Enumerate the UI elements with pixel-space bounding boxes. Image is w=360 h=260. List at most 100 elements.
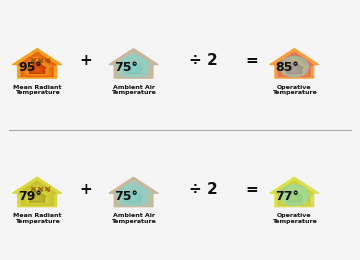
Circle shape	[280, 57, 309, 77]
Polygon shape	[270, 177, 319, 207]
Polygon shape	[35, 198, 39, 200]
Polygon shape	[33, 196, 41, 200]
Polygon shape	[27, 190, 48, 203]
Polygon shape	[291, 68, 298, 72]
Polygon shape	[285, 63, 303, 74]
Text: Mean Radiant
Temperature: Mean Radiant Temperature	[13, 213, 61, 224]
Text: =: =	[245, 182, 258, 197]
Polygon shape	[116, 184, 151, 205]
Polygon shape	[18, 53, 57, 77]
Polygon shape	[130, 196, 137, 200]
Polygon shape	[284, 61, 305, 74]
Polygon shape	[130, 68, 137, 72]
Polygon shape	[277, 184, 312, 205]
Text: 75°: 75°	[114, 190, 139, 203]
Polygon shape	[21, 185, 53, 204]
Text: 85°: 85°	[275, 61, 299, 74]
Polygon shape	[280, 187, 308, 204]
Polygon shape	[23, 58, 51, 75]
Polygon shape	[32, 195, 42, 201]
Polygon shape	[16, 180, 58, 206]
Polygon shape	[280, 58, 308, 75]
Text: Ambient Air
Temperature: Ambient Air Temperature	[111, 213, 156, 224]
Text: ÷ 2: ÷ 2	[189, 182, 217, 197]
Polygon shape	[127, 64, 140, 73]
Circle shape	[280, 185, 309, 206]
Polygon shape	[273, 180, 315, 206]
Polygon shape	[279, 185, 310, 204]
Text: ÷ 2: ÷ 2	[189, 53, 217, 68]
Polygon shape	[275, 182, 314, 205]
Polygon shape	[277, 55, 312, 76]
Polygon shape	[33, 68, 41, 72]
Polygon shape	[128, 66, 139, 73]
Polygon shape	[289, 195, 300, 201]
Polygon shape	[279, 57, 310, 76]
Polygon shape	[27, 61, 48, 74]
Polygon shape	[19, 184, 55, 205]
Text: 75°: 75°	[114, 61, 139, 74]
Polygon shape	[285, 192, 303, 202]
Polygon shape	[28, 63, 46, 74]
Polygon shape	[113, 52, 154, 77]
Polygon shape	[293, 69, 296, 72]
Circle shape	[120, 185, 148, 206]
Polygon shape	[132, 198, 135, 200]
Text: Ambient Air
Temperature: Ambient Air Temperature	[111, 84, 156, 95]
Polygon shape	[125, 63, 142, 74]
Polygon shape	[121, 60, 146, 75]
Polygon shape	[18, 182, 57, 205]
Polygon shape	[127, 193, 140, 202]
Polygon shape	[291, 196, 298, 200]
Polygon shape	[16, 52, 58, 77]
Polygon shape	[109, 177, 158, 207]
Polygon shape	[293, 198, 296, 200]
Polygon shape	[118, 185, 149, 204]
Polygon shape	[282, 60, 307, 75]
Polygon shape	[12, 48, 62, 78]
Polygon shape	[120, 187, 148, 204]
Polygon shape	[109, 48, 158, 78]
Polygon shape	[125, 192, 142, 202]
Polygon shape	[121, 188, 146, 203]
Polygon shape	[120, 58, 148, 75]
Polygon shape	[32, 66, 42, 73]
Polygon shape	[289, 66, 300, 73]
Polygon shape	[287, 193, 301, 202]
Polygon shape	[116, 55, 151, 76]
Polygon shape	[25, 60, 49, 75]
Polygon shape	[123, 61, 144, 74]
Circle shape	[120, 57, 148, 77]
Polygon shape	[114, 53, 153, 77]
Polygon shape	[123, 190, 144, 203]
Polygon shape	[35, 69, 39, 72]
Text: Mean Radiant
Temperature: Mean Radiant Temperature	[13, 84, 61, 95]
Text: 77°: 77°	[275, 190, 299, 203]
Text: Operative
Temperature: Operative Temperature	[272, 84, 317, 95]
Polygon shape	[114, 182, 153, 205]
Polygon shape	[30, 193, 44, 202]
Text: 95°: 95°	[18, 61, 42, 74]
Text: Operative
Temperature: Operative Temperature	[272, 213, 317, 224]
Polygon shape	[118, 57, 149, 76]
Polygon shape	[282, 188, 307, 203]
Polygon shape	[270, 48, 319, 78]
Polygon shape	[30, 64, 44, 73]
Polygon shape	[284, 190, 305, 203]
Polygon shape	[23, 187, 51, 204]
Polygon shape	[25, 188, 49, 203]
Text: 79°: 79°	[18, 190, 42, 203]
Polygon shape	[12, 177, 62, 207]
Polygon shape	[28, 192, 46, 202]
Polygon shape	[128, 195, 139, 201]
Text: =: =	[245, 53, 258, 68]
Text: +: +	[79, 182, 92, 197]
Text: +: +	[79, 53, 92, 68]
Polygon shape	[287, 64, 301, 73]
Polygon shape	[19, 55, 55, 76]
Polygon shape	[275, 53, 314, 77]
Polygon shape	[273, 52, 315, 77]
Polygon shape	[132, 69, 135, 72]
Polygon shape	[113, 180, 154, 206]
Polygon shape	[21, 57, 53, 76]
